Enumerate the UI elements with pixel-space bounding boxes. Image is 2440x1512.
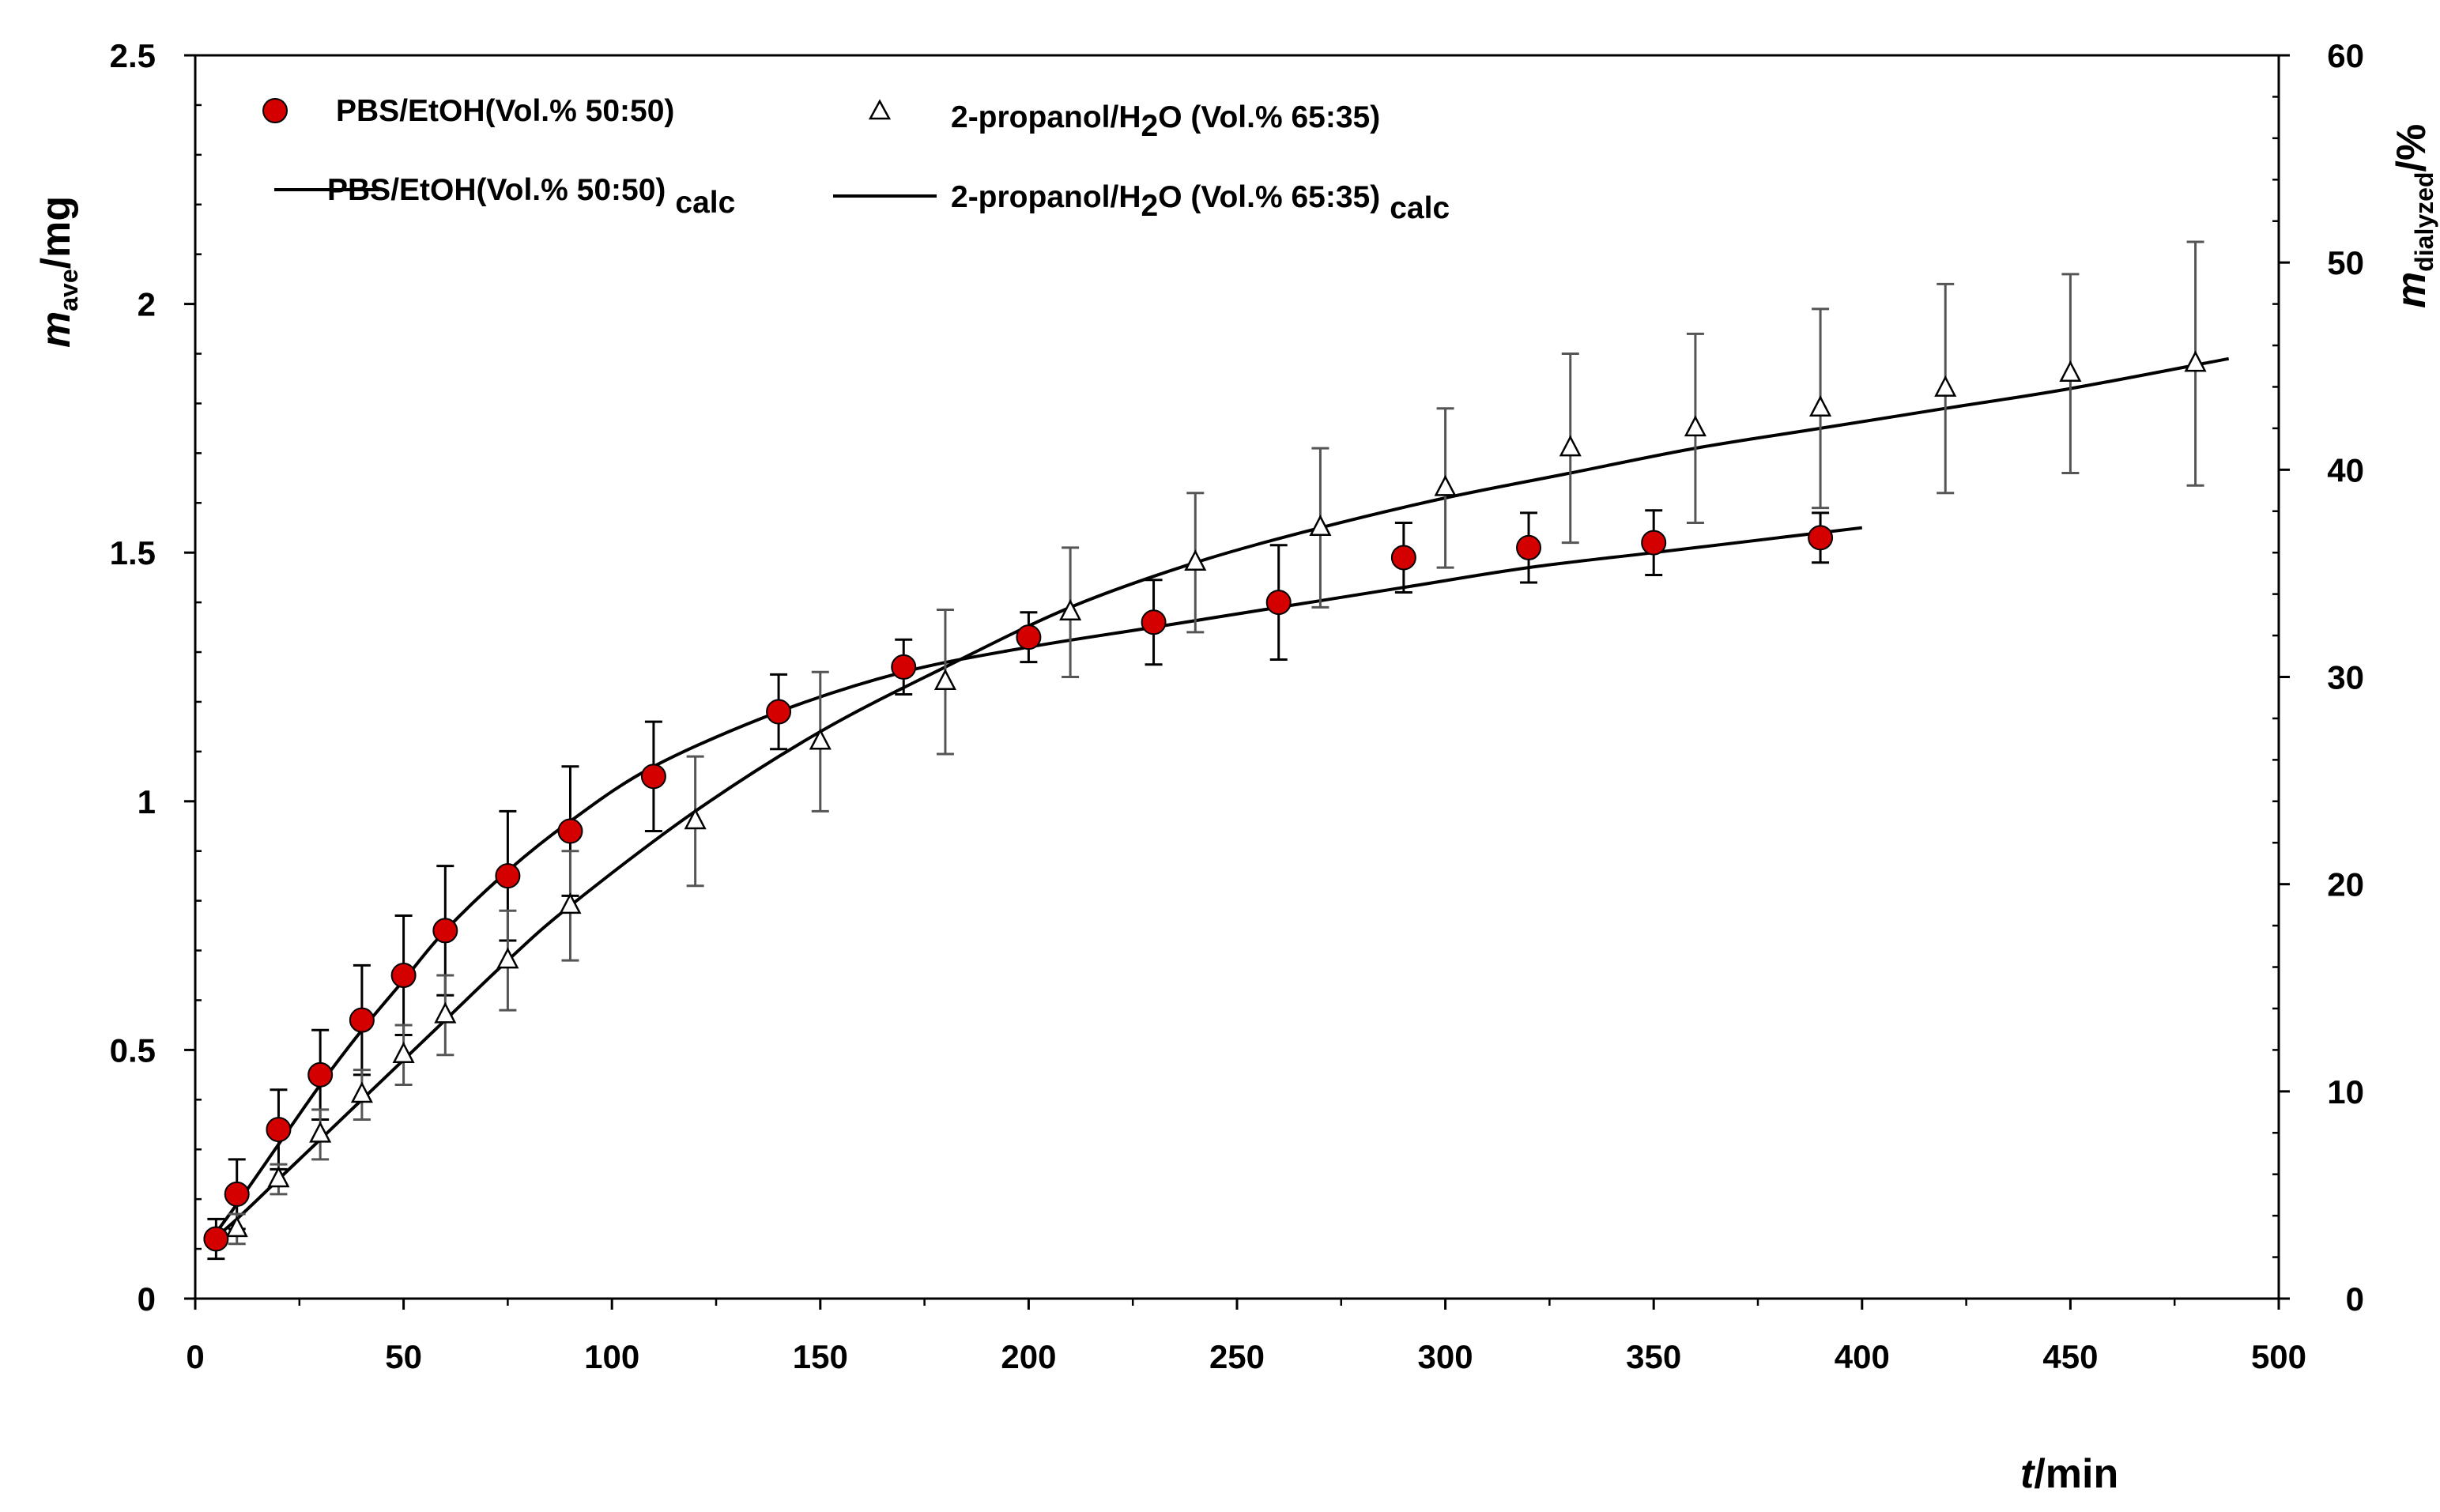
x-tick-label: 0 xyxy=(186,1338,204,1375)
legend-label-propanol-calc: 2-propanol/H2O (Vol.% 65:35) calc xyxy=(951,180,1450,225)
x-tick-label: 300 xyxy=(1418,1338,1473,1375)
data-point-circle xyxy=(266,1117,292,1143)
legend-label-propanol: 2-propanol/H2O (Vol.% 65:35) xyxy=(951,100,1380,143)
data-point-circle xyxy=(495,863,521,889)
data-point-triangle xyxy=(225,1216,248,1238)
data-point-circle xyxy=(203,1226,229,1252)
data-point-circle xyxy=(349,1007,375,1033)
axis-ticks xyxy=(184,54,2290,1310)
right-y-tick-label: 60 xyxy=(2327,37,2364,74)
data-point-circle xyxy=(766,699,792,725)
right-y-tick-labels: 0 10 20 30 40 50 60 xyxy=(2327,37,2364,1318)
data-point-circle xyxy=(1390,545,1416,571)
right-y-axis-title: mdialyzed/% xyxy=(2389,124,2438,308)
x-tick-label: 350 xyxy=(1626,1338,1681,1375)
data-point-circle xyxy=(891,654,917,680)
error-bars xyxy=(207,240,2204,1261)
left-y-axis-title: mave/mg xyxy=(33,196,83,348)
data-point-circle xyxy=(390,963,417,989)
plot-frame xyxy=(194,54,2280,1300)
legend-label-pbs: PBS/EtOH(Vol.% 50:50) xyxy=(336,94,674,128)
data-point-triangle xyxy=(350,1081,373,1103)
right-y-tick-label: 50 xyxy=(2327,244,2364,281)
data-point-circle xyxy=(432,918,458,944)
left-y-tick-label: 1 xyxy=(138,783,156,820)
x-tick-label: 150 xyxy=(793,1338,848,1375)
right-y-tick-label: 20 xyxy=(2327,866,2364,903)
data-point-circle xyxy=(1265,590,1292,616)
left-y-tick-label: 2.5 xyxy=(110,37,156,74)
data-point-triangle xyxy=(267,1166,290,1188)
data-point-triangle xyxy=(809,728,832,750)
data-point-circle xyxy=(1641,530,1667,556)
right-y-tick-label: 30 xyxy=(2327,659,2364,696)
data-point-circle xyxy=(1016,624,1042,650)
x-tick-label: 500 xyxy=(2251,1338,2306,1375)
fit-line-propanol xyxy=(206,356,2230,1246)
data-markers xyxy=(203,350,2207,1252)
data-point-triangle xyxy=(1184,549,1207,571)
x-tick-label: 50 xyxy=(385,1338,422,1375)
right-y-tick-label: 0 xyxy=(2346,1280,2364,1318)
legend-marker-circle xyxy=(262,98,288,123)
right-y-tick-label: 10 xyxy=(2327,1073,2364,1110)
data-point-triangle xyxy=(1434,474,1457,496)
left-y-tick-label: 1.5 xyxy=(110,534,156,571)
data-point-circle xyxy=(1141,609,1167,635)
data-point-triangle xyxy=(2059,360,2082,382)
data-point-triangle xyxy=(2184,350,2207,372)
x-tick-labels: 0 50 100 150 200 250 300 350 400 450 500 xyxy=(186,1338,2306,1375)
left-y-tick-label: 0 xyxy=(138,1280,156,1318)
legend-marker-triangle xyxy=(868,99,892,120)
data-point-triangle xyxy=(1684,415,1706,437)
data-point-circle xyxy=(557,818,583,844)
data-point-circle xyxy=(640,764,666,790)
data-point-triangle xyxy=(1934,375,1957,397)
x-tick-label: 100 xyxy=(584,1338,639,1375)
data-point-triangle xyxy=(1809,395,1832,417)
x-tick-label: 400 xyxy=(1835,1338,1890,1375)
x-tick-label: 450 xyxy=(2042,1338,2098,1375)
left-y-tick-labels: 0 0.5 1 1.5 2 2.5 xyxy=(110,37,156,1318)
right-y-tick-label: 40 xyxy=(2327,451,2364,488)
x-tick-label: 250 xyxy=(1209,1338,1265,1375)
x-axis-title: t/min xyxy=(2020,1451,2118,1497)
data-point-triangle xyxy=(559,892,582,914)
left-y-tick-label: 2 xyxy=(138,286,156,323)
data-point-triangle xyxy=(434,1001,457,1024)
data-point-triangle xyxy=(684,808,707,830)
data-point-triangle xyxy=(933,669,957,691)
data-point-circle xyxy=(307,1061,334,1088)
data-point-circle xyxy=(224,1181,250,1207)
x-tick-label: 200 xyxy=(1001,1338,1056,1375)
fit-lines xyxy=(206,356,2230,1246)
left-y-tick-label: 0.5 xyxy=(110,1031,156,1069)
data-point-triangle xyxy=(1059,599,1082,620)
data-point-triangle xyxy=(1309,515,1332,536)
legend-label-pbs-calc: PBS/EtOH(Vol.% 50:50) calc xyxy=(327,173,735,220)
data-point-triangle xyxy=(392,1041,415,1063)
data-point-circle xyxy=(1516,534,1542,560)
data-point-circle xyxy=(1808,525,1834,551)
data-point-triangle xyxy=(1559,435,1582,457)
data-point-triangle xyxy=(309,1121,332,1143)
legend: PBS/EtOH(Vol.% 50:50) 2-propanol/H2O (Vo… xyxy=(262,94,1450,225)
data-point-triangle xyxy=(496,947,519,969)
